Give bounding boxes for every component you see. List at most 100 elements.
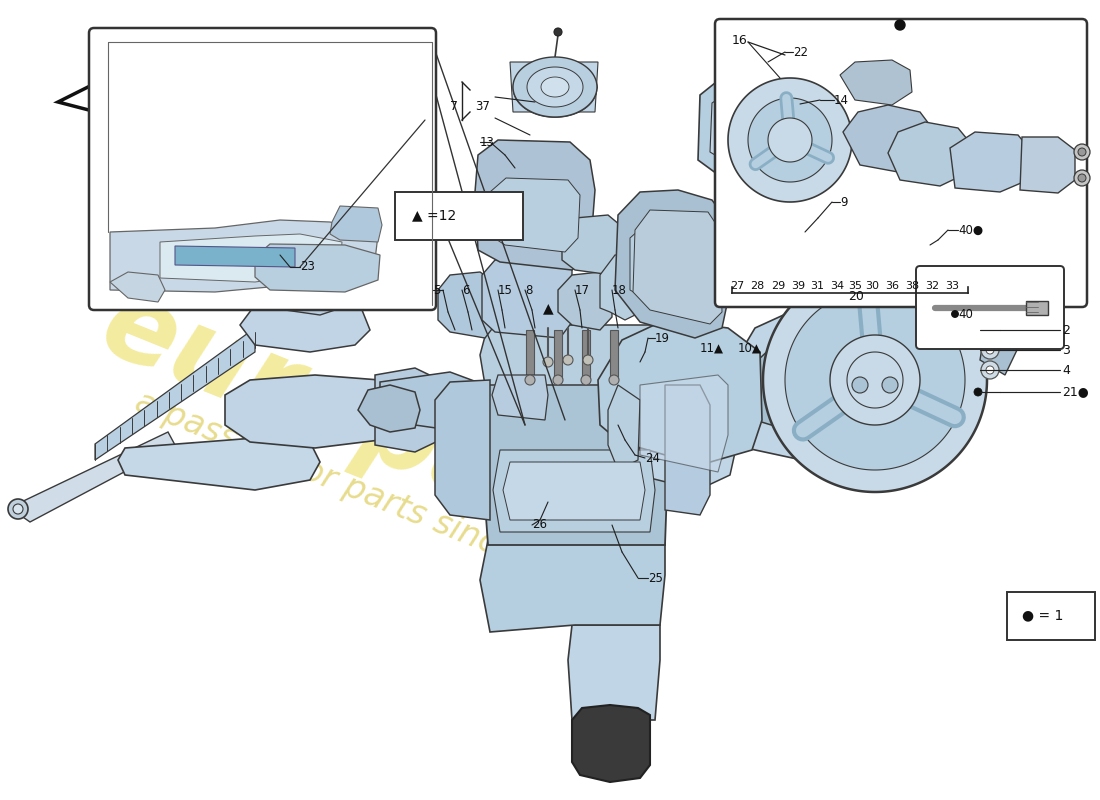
Polygon shape <box>503 462 645 520</box>
Circle shape <box>776 34 784 42</box>
Text: 34: 34 <box>829 281 844 291</box>
Polygon shape <box>492 375 548 420</box>
Text: 37: 37 <box>475 101 490 114</box>
Text: 35: 35 <box>848 281 862 291</box>
Polygon shape <box>510 62 598 112</box>
Text: 26: 26 <box>532 518 547 531</box>
Polygon shape <box>482 260 572 338</box>
Circle shape <box>986 326 994 334</box>
Polygon shape <box>493 450 654 532</box>
Polygon shape <box>95 328 255 460</box>
Circle shape <box>952 310 958 318</box>
Polygon shape <box>412 140 424 174</box>
Polygon shape <box>480 325 668 385</box>
Polygon shape <box>434 380 490 520</box>
Polygon shape <box>375 368 440 452</box>
Text: 23: 23 <box>300 261 315 274</box>
Polygon shape <box>226 375 400 448</box>
Polygon shape <box>513 57 597 117</box>
Circle shape <box>974 388 982 396</box>
Polygon shape <box>526 330 534 380</box>
Circle shape <box>882 377 898 393</box>
Polygon shape <box>767 122 803 148</box>
Text: 33: 33 <box>945 281 959 291</box>
Circle shape <box>553 375 563 385</box>
Text: 22: 22 <box>793 46 808 58</box>
Polygon shape <box>632 210 722 324</box>
Circle shape <box>563 355 573 365</box>
Polygon shape <box>110 272 165 302</box>
Polygon shape <box>630 222 712 310</box>
Polygon shape <box>750 110 820 160</box>
Text: 3: 3 <box>1062 343 1070 357</box>
Text: 19: 19 <box>654 331 670 345</box>
Polygon shape <box>598 320 762 465</box>
Text: 6: 6 <box>462 283 470 297</box>
Text: ▲: ▲ <box>542 301 553 315</box>
Circle shape <box>583 355 593 365</box>
Circle shape <box>581 375 591 385</box>
Circle shape <box>1078 148 1086 156</box>
Circle shape <box>13 504 23 514</box>
Polygon shape <box>270 268 355 315</box>
Polygon shape <box>480 540 666 632</box>
Text: 24: 24 <box>645 451 660 465</box>
Circle shape <box>609 375 619 385</box>
Polygon shape <box>478 380 670 545</box>
Polygon shape <box>847 352 903 408</box>
Polygon shape <box>240 300 370 352</box>
Circle shape <box>981 361 999 379</box>
FancyBboxPatch shape <box>89 28 436 310</box>
Polygon shape <box>358 385 420 432</box>
Polygon shape <box>666 385 710 515</box>
Text: 38: 38 <box>905 281 920 291</box>
Polygon shape <box>175 246 295 267</box>
Text: 28: 28 <box>750 281 764 291</box>
Polygon shape <box>763 268 987 492</box>
Polygon shape <box>1020 137 1075 193</box>
FancyBboxPatch shape <box>395 192 522 240</box>
Text: 5: 5 <box>433 283 440 297</box>
Text: 25: 25 <box>648 571 663 585</box>
Polygon shape <box>843 105 935 172</box>
FancyBboxPatch shape <box>1006 592 1094 640</box>
Polygon shape <box>615 190 730 338</box>
Text: 39: 39 <box>791 281 805 291</box>
Polygon shape <box>488 178 580 252</box>
Polygon shape <box>640 375 728 472</box>
Polygon shape <box>118 438 320 490</box>
Polygon shape <box>785 290 965 470</box>
Polygon shape <box>527 67 583 107</box>
Text: 21●: 21● <box>1062 386 1089 398</box>
Polygon shape <box>110 220 378 292</box>
Polygon shape <box>558 272 612 330</box>
Text: 29: 29 <box>771 281 785 291</box>
Polygon shape <box>295 182 420 278</box>
Polygon shape <box>950 132 1032 192</box>
FancyBboxPatch shape <box>916 266 1064 349</box>
Polygon shape <box>475 140 595 270</box>
Polygon shape <box>58 52 268 128</box>
Polygon shape <box>600 255 640 320</box>
Polygon shape <box>768 118 812 162</box>
Polygon shape <box>255 244 380 292</box>
Polygon shape <box>830 335 920 425</box>
Text: ▲ =12: ▲ =12 <box>412 208 456 222</box>
Polygon shape <box>568 625 660 720</box>
Text: 11▲: 11▲ <box>700 342 724 354</box>
Text: 17: 17 <box>575 283 590 297</box>
Circle shape <box>554 28 562 36</box>
Text: ● = 1: ● = 1 <box>1022 608 1064 622</box>
Text: 14: 14 <box>834 94 849 106</box>
Polygon shape <box>562 215 622 275</box>
Circle shape <box>412 135 424 145</box>
Text: 15: 15 <box>498 283 513 297</box>
Polygon shape <box>610 330 618 380</box>
Text: 31: 31 <box>810 281 824 291</box>
Polygon shape <box>620 202 721 325</box>
Circle shape <box>1078 174 1086 182</box>
Text: 10▲: 10▲ <box>738 342 762 354</box>
Circle shape <box>543 357 553 367</box>
Polygon shape <box>572 705 650 782</box>
Circle shape <box>411 181 425 195</box>
